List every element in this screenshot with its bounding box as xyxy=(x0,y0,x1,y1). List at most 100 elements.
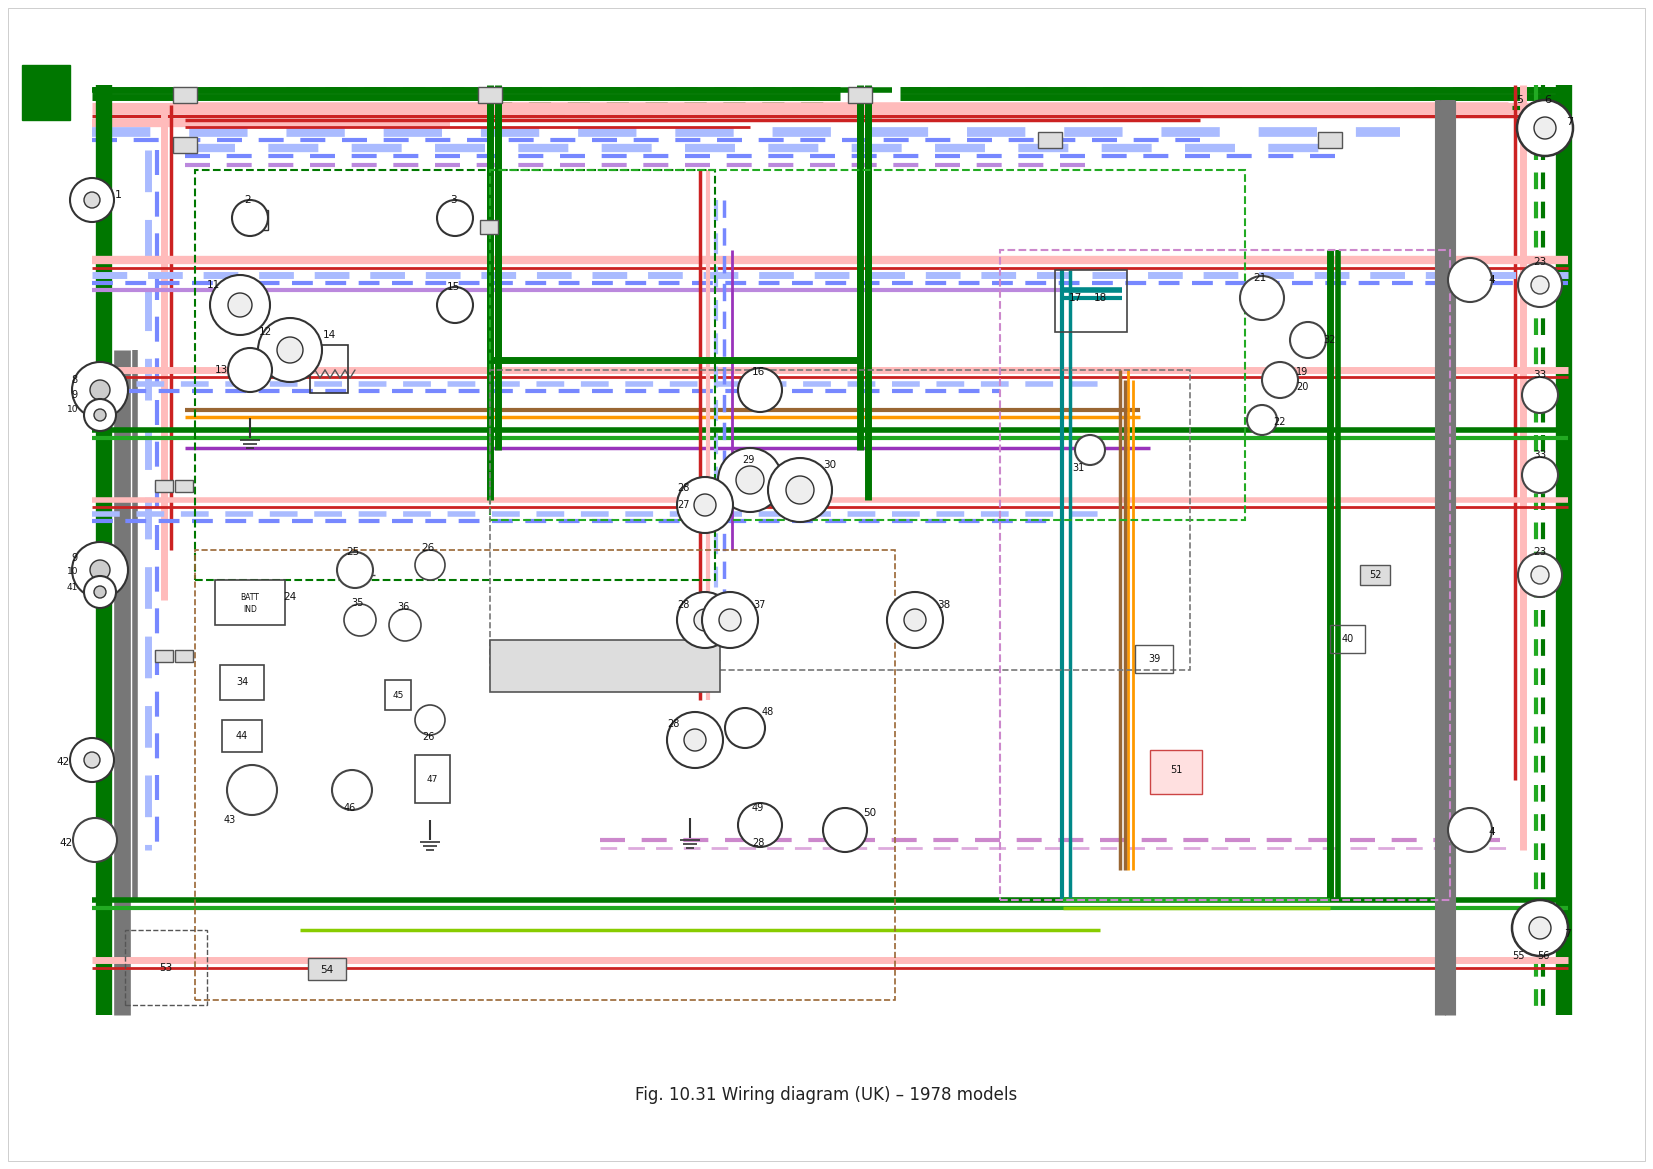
Text: 47: 47 xyxy=(426,775,438,783)
Circle shape xyxy=(1074,435,1104,465)
Text: IND: IND xyxy=(243,606,256,615)
Circle shape xyxy=(226,765,278,815)
Circle shape xyxy=(231,200,268,236)
Text: 36: 36 xyxy=(397,602,410,613)
Circle shape xyxy=(69,738,114,782)
Text: 12: 12 xyxy=(260,327,273,337)
Text: 51: 51 xyxy=(1170,765,1182,775)
Circle shape xyxy=(1517,101,1574,155)
Text: 29: 29 xyxy=(742,455,754,465)
Text: 1: 1 xyxy=(114,191,122,200)
Circle shape xyxy=(73,818,117,862)
Text: 10: 10 xyxy=(66,567,78,576)
Text: 17: 17 xyxy=(1068,293,1081,303)
Bar xyxy=(479,220,498,234)
Bar xyxy=(1150,750,1202,794)
Circle shape xyxy=(737,368,782,411)
Circle shape xyxy=(1534,117,1555,139)
Circle shape xyxy=(415,705,445,735)
Bar xyxy=(848,87,873,103)
Text: 2: 2 xyxy=(245,195,251,205)
Text: 35: 35 xyxy=(352,599,364,608)
Bar xyxy=(415,755,450,803)
Text: 25: 25 xyxy=(347,547,360,556)
Circle shape xyxy=(84,399,116,431)
Bar xyxy=(307,959,345,980)
Circle shape xyxy=(1246,404,1278,435)
Text: 9: 9 xyxy=(71,390,78,400)
Bar xyxy=(174,87,197,103)
Circle shape xyxy=(726,708,765,748)
Circle shape xyxy=(73,542,127,599)
Text: 15: 15 xyxy=(446,282,460,292)
Text: 34: 34 xyxy=(236,677,248,687)
Text: 24: 24 xyxy=(283,592,296,602)
Text: 42: 42 xyxy=(56,758,69,767)
Text: 8: 8 xyxy=(71,375,78,385)
Text: 18: 18 xyxy=(1093,293,1106,303)
Circle shape xyxy=(719,609,741,631)
Text: 4: 4 xyxy=(1489,275,1496,285)
Text: 46: 46 xyxy=(344,803,355,812)
Bar xyxy=(1360,565,1390,584)
Text: 39: 39 xyxy=(1147,653,1160,664)
Text: 28: 28 xyxy=(666,719,679,729)
Text: 56: 56 xyxy=(1537,952,1549,961)
Text: 42: 42 xyxy=(60,838,73,848)
Bar xyxy=(1055,270,1127,332)
Circle shape xyxy=(228,348,273,392)
Circle shape xyxy=(678,592,732,648)
Circle shape xyxy=(717,448,782,512)
Circle shape xyxy=(344,604,375,636)
Bar xyxy=(175,650,193,662)
Circle shape xyxy=(332,770,372,810)
Bar xyxy=(489,90,860,360)
Bar xyxy=(489,170,1245,520)
Text: 53: 53 xyxy=(159,963,172,973)
Text: 33: 33 xyxy=(1534,371,1547,380)
Bar xyxy=(174,137,197,153)
Text: 7: 7 xyxy=(1564,929,1572,939)
Text: 3: 3 xyxy=(450,195,456,205)
Bar xyxy=(240,210,268,230)
Circle shape xyxy=(785,476,813,504)
Bar xyxy=(195,170,716,580)
Circle shape xyxy=(1448,808,1493,852)
Circle shape xyxy=(1512,900,1569,956)
Circle shape xyxy=(1522,376,1559,413)
Text: 48: 48 xyxy=(762,707,774,717)
Bar xyxy=(478,87,503,103)
Bar xyxy=(1317,132,1342,148)
Circle shape xyxy=(1522,457,1559,493)
Text: Fig. 10.31 Wiring diagram (UK) – 1978 models: Fig. 10.31 Wiring diagram (UK) – 1978 mo… xyxy=(635,1086,1018,1104)
Circle shape xyxy=(1261,362,1298,397)
Text: 26: 26 xyxy=(422,732,435,742)
Text: 28: 28 xyxy=(752,838,764,848)
Text: 52: 52 xyxy=(1369,570,1382,580)
Text: 41: 41 xyxy=(66,582,78,592)
Circle shape xyxy=(1517,553,1562,597)
Text: 6: 6 xyxy=(1544,95,1552,105)
Bar xyxy=(155,650,174,662)
Text: 23: 23 xyxy=(1534,547,1547,556)
Text: 20: 20 xyxy=(1296,382,1308,392)
Bar xyxy=(1038,132,1061,148)
Circle shape xyxy=(1240,276,1284,320)
Bar xyxy=(1136,645,1174,673)
Circle shape xyxy=(415,549,445,580)
Circle shape xyxy=(1448,258,1493,302)
Circle shape xyxy=(694,494,716,516)
Text: 26: 26 xyxy=(422,542,435,553)
Text: 14: 14 xyxy=(322,330,336,340)
Text: 13: 13 xyxy=(215,365,228,375)
Circle shape xyxy=(703,592,759,648)
Circle shape xyxy=(888,592,942,648)
Circle shape xyxy=(436,288,473,323)
Text: 21: 21 xyxy=(1253,274,1266,283)
Circle shape xyxy=(1529,916,1551,939)
Text: 32: 32 xyxy=(1324,336,1336,345)
Text: 37: 37 xyxy=(754,600,767,610)
Circle shape xyxy=(1531,276,1549,293)
Text: 10: 10 xyxy=(66,406,78,415)
Text: 9: 9 xyxy=(71,553,78,563)
